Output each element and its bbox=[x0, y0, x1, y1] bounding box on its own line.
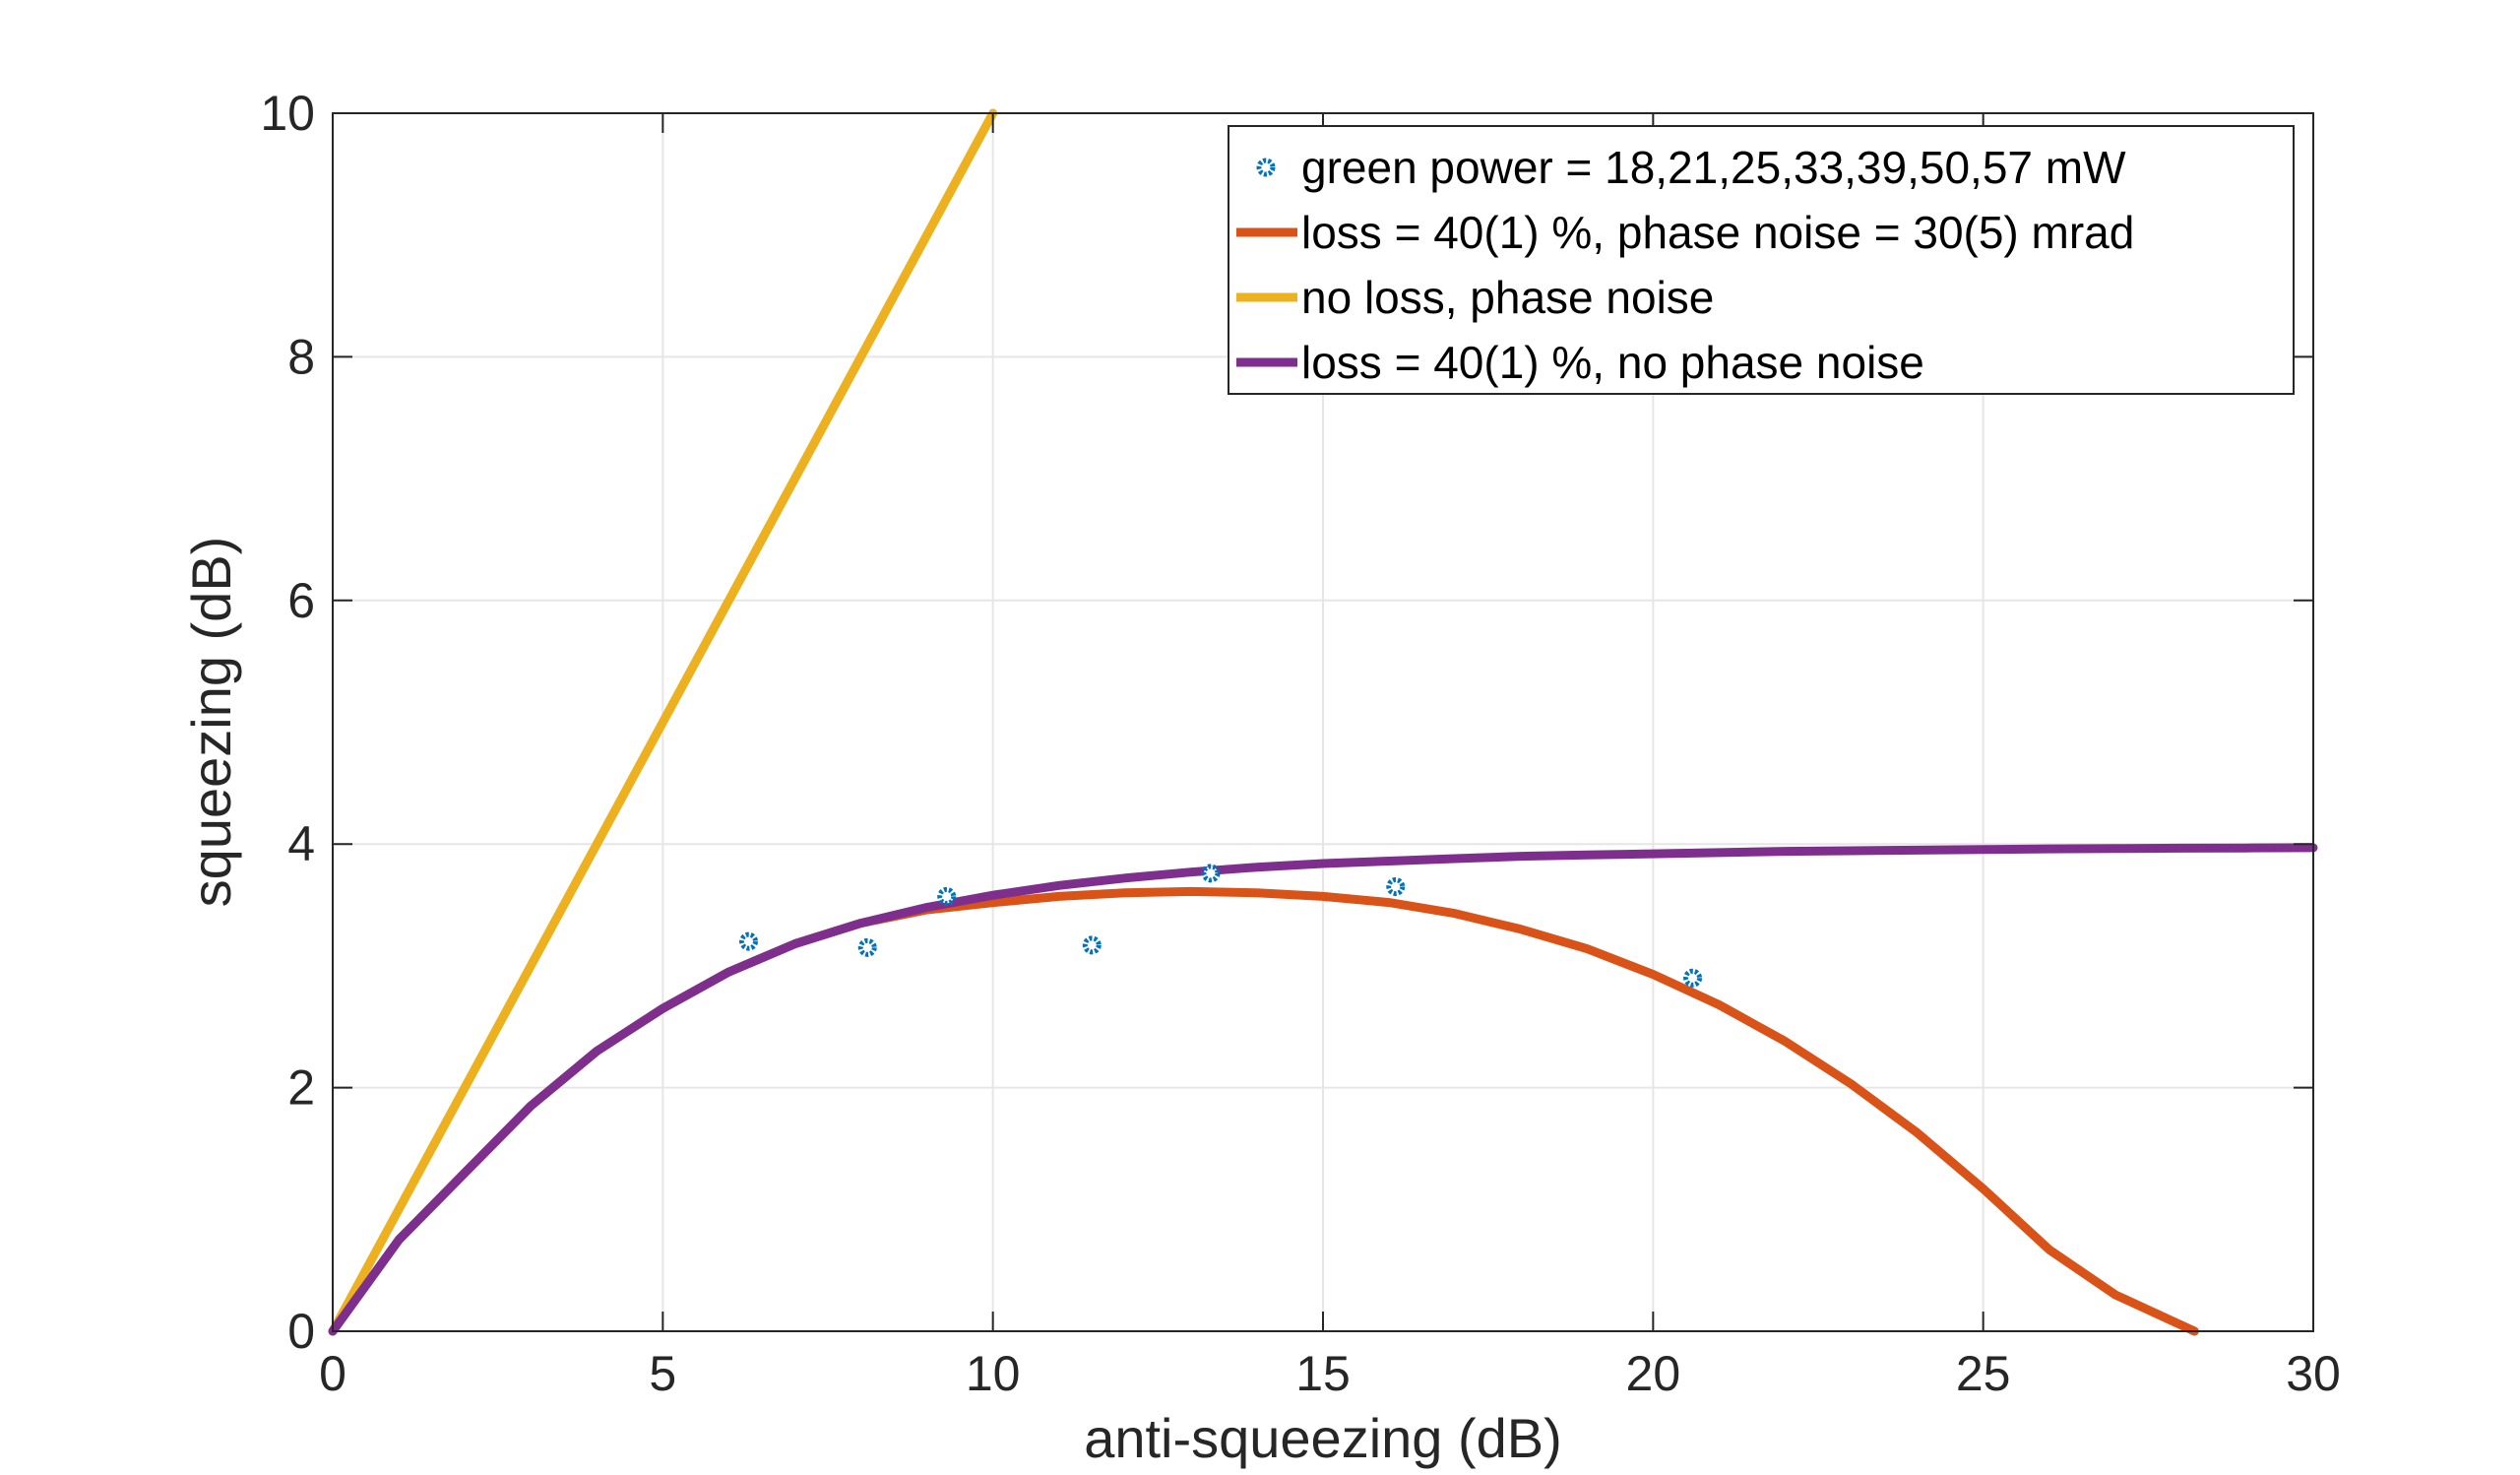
data-point bbox=[1683, 968, 1703, 988]
x-tick-label: 30 bbox=[2286, 1346, 2341, 1401]
y-tick-label: 8 bbox=[287, 329, 315, 384]
y-tick-label: 10 bbox=[260, 86, 315, 141]
legend-entry-3: loss = 40(1) %, no phase noise bbox=[1301, 337, 1924, 388]
ticks: 0 5 10 15 20 25 30 0 2 4 6 8 10 bbox=[260, 86, 2340, 1401]
x-axis-label: anti-squeezing (dB) bbox=[1084, 1407, 1562, 1469]
data-point bbox=[739, 931, 759, 951]
x-tick-label: 15 bbox=[1295, 1346, 1351, 1401]
x-tick-label: 0 bbox=[319, 1346, 346, 1401]
series-line-3 bbox=[328, 843, 2318, 1336]
x-tick-label: 10 bbox=[966, 1346, 1021, 1401]
data-point bbox=[937, 886, 957, 906]
data-point bbox=[857, 937, 877, 957]
data-point bbox=[1386, 876, 1406, 896]
y-tick-label: 6 bbox=[287, 573, 315, 628]
y-axis-label: squeezing (dB) bbox=[180, 537, 242, 908]
x-tick-label: 20 bbox=[1626, 1346, 1681, 1401]
y-tick-label: 0 bbox=[287, 1304, 315, 1359]
legend-entry-1: loss = 40(1) %, phase noise = 30(5) mrad bbox=[1301, 207, 2134, 258]
legend: green power = 18,21,25,33,39,50,57 mW los… bbox=[1228, 125, 2295, 395]
legend-box bbox=[1228, 125, 2295, 395]
x-tick-label: 5 bbox=[649, 1346, 676, 1401]
x-tick-label: 25 bbox=[1956, 1346, 2011, 1401]
y-tick-label: 4 bbox=[287, 816, 315, 871]
series-line-2 bbox=[328, 108, 998, 1336]
data-point bbox=[1201, 864, 1221, 883]
series-layer bbox=[328, 108, 2318, 1336]
legend-entry-2: no loss, phase noise bbox=[1301, 272, 1714, 323]
y-tick-label: 2 bbox=[287, 1060, 315, 1116]
data-point bbox=[1082, 935, 1102, 955]
legend-swatch-0 bbox=[1256, 158, 1276, 177]
legend-entry-0: green power = 18,21,25,33,39,50,57 mW bbox=[1301, 142, 2126, 193]
